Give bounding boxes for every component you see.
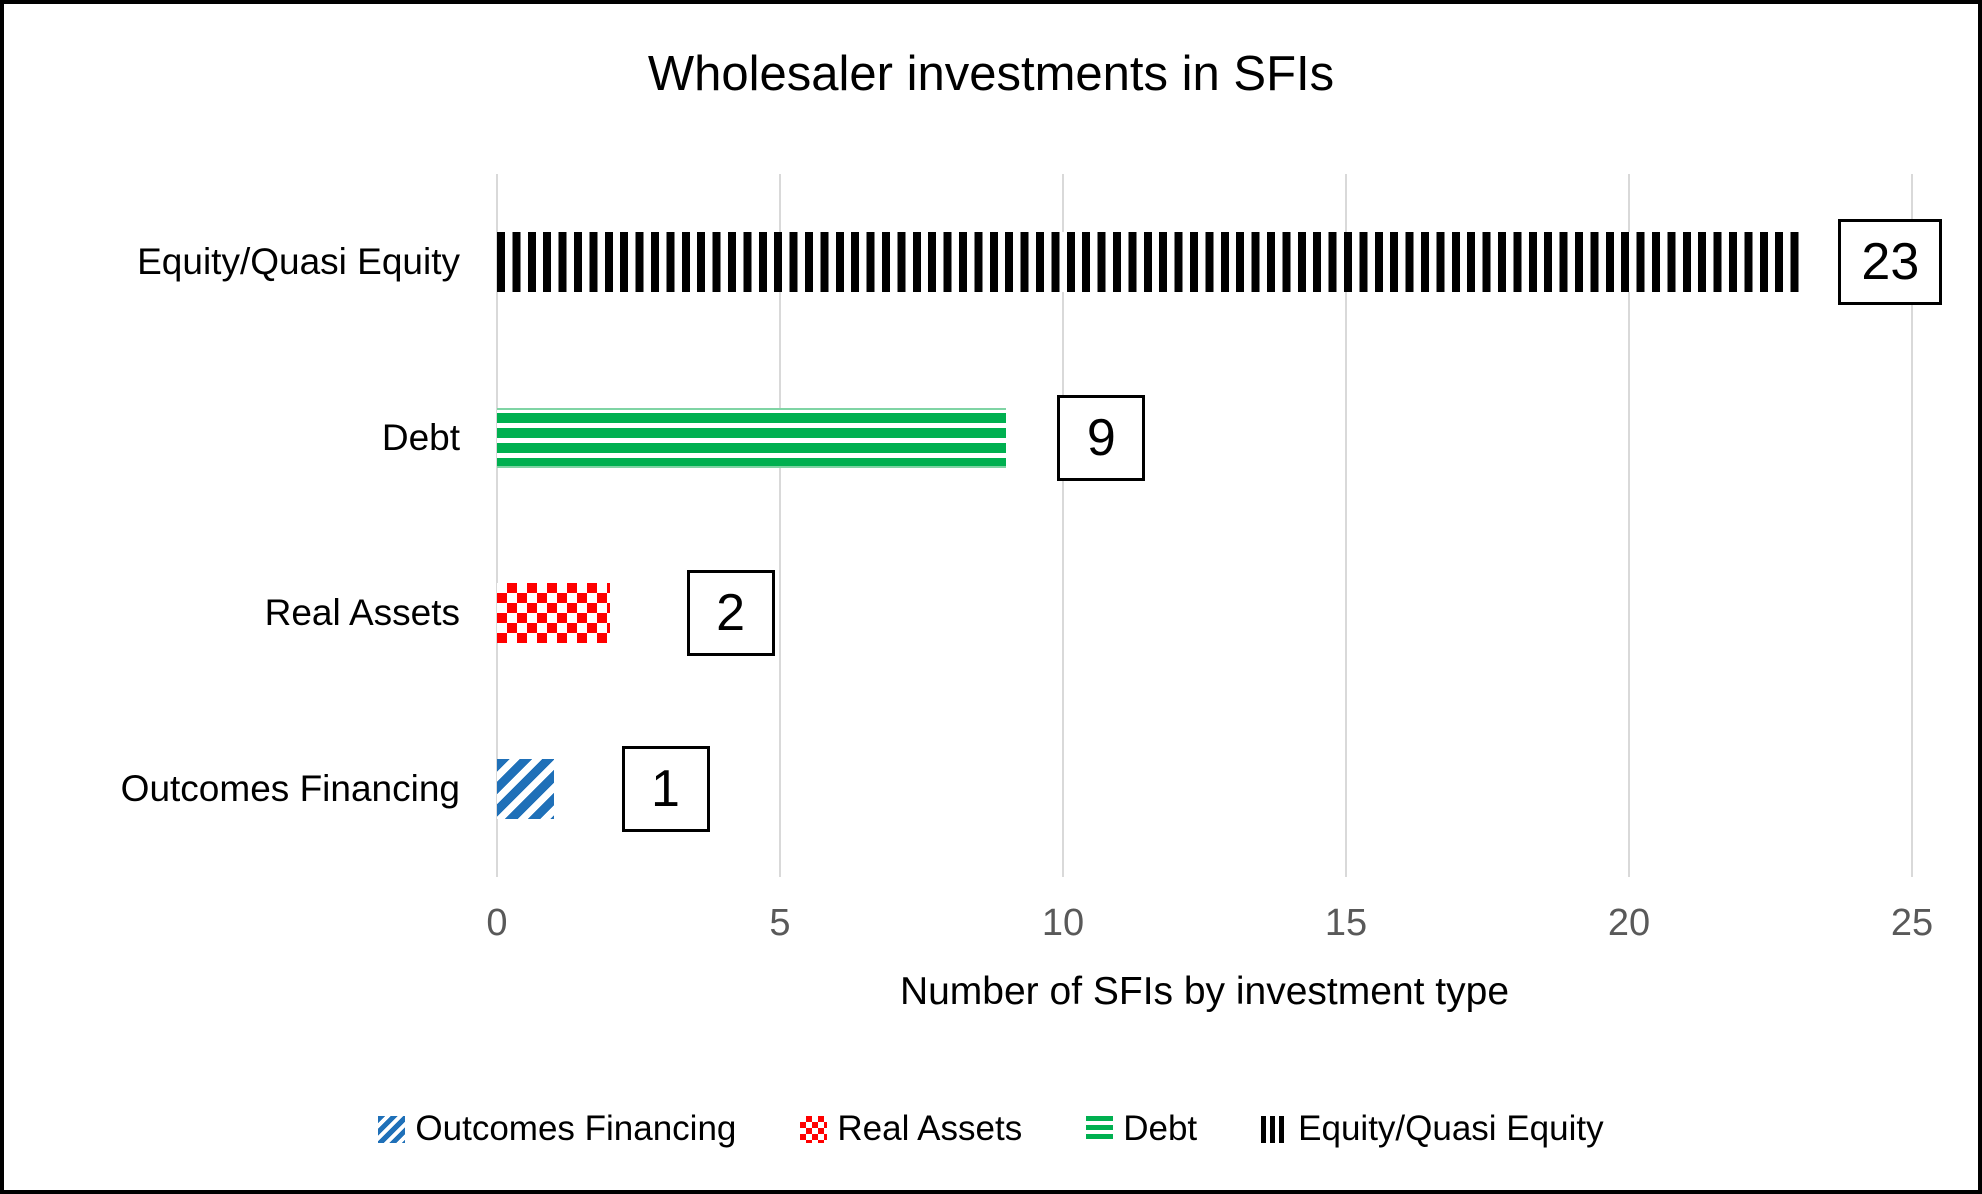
value-label: 23: [1861, 232, 1920, 291]
legend-swatch-debt-icon: [1086, 1115, 1114, 1143]
bar-row: Outcomes Financing 1: [4, 701, 1978, 877]
x-tick-label: 10: [1041, 902, 1085, 944]
bar-real: [497, 583, 611, 644]
gridline: [496, 174, 498, 877]
legend-swatch-real-icon: [800, 1115, 828, 1143]
gridline: [1345, 174, 1347, 877]
bar-equity: [497, 231, 1799, 292]
value-label: 2: [716, 584, 746, 643]
row-plot: 9: [497, 350, 1912, 526]
gridline: [1911, 174, 1913, 877]
row-plot: 2: [497, 526, 1912, 702]
chart-title: Wholesaler investments in SFIs: [647, 47, 1335, 101]
legend: Outcomes Financing Real Assets Debt Equi…: [4, 1092, 1978, 1166]
category-label: Debt: [381, 416, 460, 458]
bar-row: Debt 9: [4, 350, 1978, 526]
bar-debt: [497, 407, 1007, 468]
gridline: [1628, 174, 1630, 877]
legend-label: Debt: [1123, 1109, 1198, 1148]
x-tick-label: 25: [1890, 902, 1934, 944]
bar-row: Real Assets 2: [4, 526, 1978, 702]
bar-row: Equity/Quasi Equity 23: [4, 174, 1978, 350]
row-plot: 1: [497, 701, 1912, 877]
legend-item: Real Assets: [800, 1109, 1022, 1149]
bar-outcomes: [497, 759, 554, 820]
value-box: 1: [621, 746, 710, 833]
legend-item: Equity/Quasi Equity: [1261, 1109, 1604, 1149]
legend-label: Equity/Quasi Equity: [1298, 1109, 1604, 1148]
legend-item: Debt: [1086, 1109, 1197, 1149]
x-tick-label: 15: [1324, 902, 1368, 944]
value-box: 23: [1838, 218, 1943, 305]
row-plot: 23: [497, 174, 1943, 350]
gridlines: [496, 174, 1913, 877]
value-label: 1: [651, 760, 680, 819]
value-box: 2: [686, 570, 775, 657]
x-tick-label: 20: [1607, 902, 1651, 944]
value-label: 9: [1086, 408, 1116, 467]
legend-label: Real Assets: [837, 1109, 1023, 1148]
category-label: Real Assets: [264, 592, 460, 634]
legend-label: Outcomes Financing: [415, 1109, 737, 1148]
legend-item: Outcomes Financing: [378, 1109, 736, 1149]
category-label: Equity/Quasi Equity: [137, 240, 460, 282]
value-box: 9: [1057, 394, 1146, 481]
gridline: [1062, 174, 1064, 877]
gridline: [779, 174, 781, 877]
category-label: Outcomes Financing: [120, 768, 460, 810]
x-axis-ticks: 0 5 10 15 20 25: [486, 902, 1933, 946]
bar-rows: Equity/Quasi Equity 23 Debt 9 Real Asset…: [4, 174, 1978, 877]
x-tick-label: 5: [769, 902, 791, 944]
legend-swatch-equity-icon: [1261, 1115, 1289, 1143]
x-axis-title: Number of SFIs by investment type: [899, 970, 1510, 1013]
legend-swatch-outcomes-icon: [378, 1115, 406, 1143]
x-tick-label: 0: [486, 902, 508, 944]
